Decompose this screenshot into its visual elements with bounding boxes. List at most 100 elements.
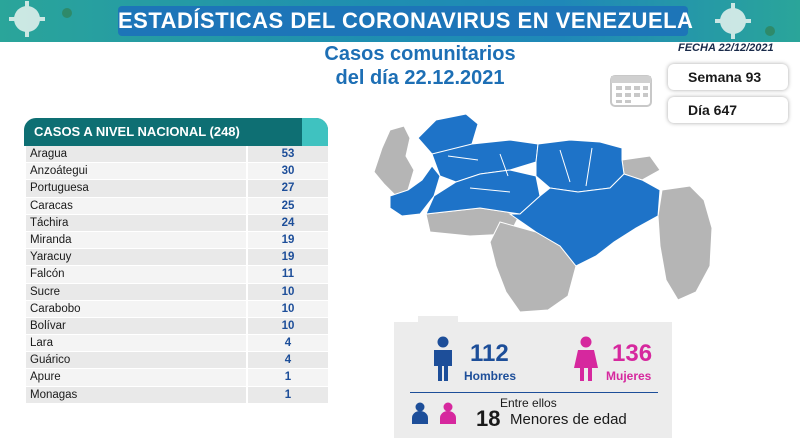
men-label: Hombres [464, 369, 517, 383]
woman-icon [574, 336, 598, 381]
table-row: Caracas 25 [26, 197, 328, 215]
case-count: 24 [281, 216, 295, 229]
state-name: Táchira [30, 216, 69, 229]
calendar-icon [610, 75, 652, 107]
state-name: Anzoátegui [30, 165, 88, 178]
entre-label: Entre ellos [500, 396, 557, 410]
state-name: Aragua [30, 148, 68, 160]
state-name: Apure [30, 371, 61, 384]
cell-divider [246, 283, 248, 300]
cell-divider [246, 352, 248, 369]
cell-divider [246, 266, 248, 283]
minors-count: 18 [476, 406, 501, 431]
minors-label: Menores de edad [510, 411, 627, 428]
table-row: Anzoátegui 30 [26, 163, 328, 181]
state-name: Portuguesa [30, 182, 89, 195]
case-count: 10 [281, 302, 295, 315]
state-name: Monagas [30, 388, 78, 401]
map-borders [447, 147, 593, 193]
case-count: 19 [281, 233, 295, 246]
cases-table: CASOS A NIVEL NACIONAL (248) Aragua 53 Anz… [24, 118, 328, 412]
case-count: 1 [284, 388, 292, 401]
table-row: Yaracuy 19 [26, 249, 328, 267]
boy-icon [412, 402, 428, 424]
case-count: 1 [284, 371, 292, 384]
table-row: Sucre 10 [26, 283, 328, 301]
cell-divider [246, 197, 248, 214]
table-row: Carabobo 10 [26, 300, 328, 318]
state-name: Lara [30, 337, 54, 350]
table-row: Monagas 1 [26, 386, 328, 404]
table-heading-text: CASOS A NIVEL NACIONAL (248) [34, 124, 240, 139]
virus-icon [9, 1, 45, 37]
map-region-esequibo [657, 185, 713, 301]
table-heading: CASOS A NIVEL NACIONAL (248) [24, 118, 328, 146]
women-label: Mujeres [606, 369, 652, 383]
case-count: 19 [281, 251, 295, 264]
case-count: 25 [281, 199, 295, 212]
case-count: 4 [284, 337, 292, 350]
cell-divider [246, 249, 248, 266]
case-count: 4 [284, 354, 292, 367]
state-name: Miranda [30, 233, 72, 246]
cell-divider [246, 231, 248, 249]
map-region-bolivar [508, 173, 661, 267]
table-row: Aragua 53 [26, 146, 328, 164]
table-row: Falcón 11 [26, 266, 328, 284]
cell-divider [246, 163, 248, 180]
stats-divider [410, 392, 658, 393]
women-count: 136 [612, 340, 653, 367]
map-region-oriente [535, 139, 625, 193]
cell-divider [246, 369, 248, 386]
state-name: Guárico [30, 354, 71, 367]
subtitle-line-1: Casos comunitarios [324, 43, 516, 65]
cell-divider [246, 386, 248, 403]
table-row: Bolívar 10 [26, 317, 328, 336]
table-row: Lara 4 [26, 335, 328, 353]
case-count: 53 [281, 148, 295, 160]
cell-divider [246, 146, 248, 163]
cell-divider [246, 300, 248, 317]
subtitle: Casos comunitarios del día 22.12.2021 [255, 42, 585, 90]
map-region-zulia [373, 125, 415, 197]
man-icon [434, 336, 452, 381]
virus-icon [765, 26, 775, 36]
header-banner: ESTADÍSTICAS DEL CORONAVIRUS EN VENEZUEL… [0, 0, 800, 42]
cell-divider [246, 335, 248, 352]
week-badge: Semana 93 [668, 64, 788, 90]
state-name: Yaracuy [30, 251, 72, 264]
table-row: Apure 1 [26, 369, 328, 387]
table-row: Portuguesa 27 [26, 180, 328, 198]
map-region-centro [431, 139, 539, 183]
date-label: FECHA 22/12/2021 [678, 42, 774, 54]
men-count: 112 [470, 340, 509, 367]
stats-notch [418, 316, 458, 324]
case-count: 10 [281, 319, 295, 332]
case-count: 30 [281, 165, 295, 178]
state-name: Falcón [30, 268, 65, 281]
state-name: Carabobo [30, 302, 81, 315]
case-count: 11 [281, 268, 295, 281]
subtitle-line-2: del día 22.12.2021 [335, 67, 505, 89]
state-name: Bolívar [30, 319, 66, 332]
table-heading-accent [302, 118, 328, 146]
map-region-llanos [425, 169, 541, 215]
venezuela-map [373, 113, 713, 313]
virus-icon [715, 3, 751, 39]
map-region-andes [389, 165, 441, 217]
girl-icon [440, 402, 456, 424]
table-row: Miranda 19 [26, 231, 328, 250]
state-name: Sucre [30, 285, 61, 298]
case-count: 10 [281, 285, 295, 298]
table-rows: Aragua 53 Anzoátegui 30 Portuguesa 27 Caracas 2… [26, 146, 328, 404]
table-row: Guárico 4 [26, 352, 328, 370]
day-badge: Día 647 [668, 97, 788, 123]
cell-divider [246, 180, 248, 197]
cell-divider [246, 214, 248, 231]
case-count: 27 [281, 182, 295, 195]
state-name: Caracas [30, 199, 73, 212]
virus-icon [62, 8, 72, 18]
page-title: ESTADÍSTICAS DEL CORONAVIRUS EN VENEZUEL… [118, 6, 693, 36]
cell-divider [246, 317, 248, 335]
